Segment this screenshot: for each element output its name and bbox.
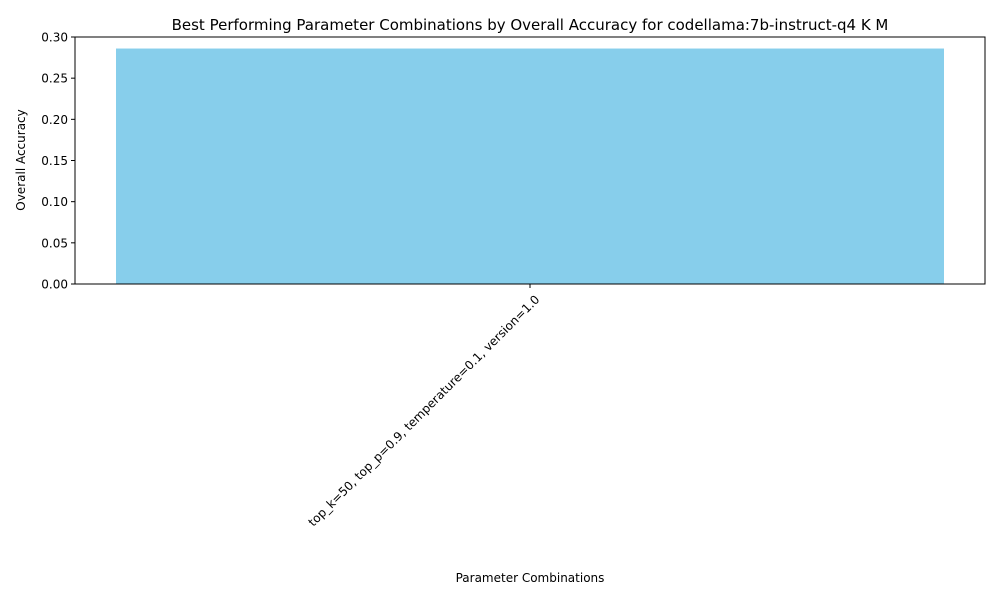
y-tick-label: 0.20 (41, 113, 68, 127)
y-tick-label: 0.25 (41, 72, 68, 86)
y-tick-label: 0.00 (41, 278, 68, 292)
chart-title: Best Performing Parameter Combinations b… (172, 16, 889, 34)
x-axis-label: Parameter Combinations (456, 571, 605, 585)
bars-layer (116, 48, 944, 284)
y-tick-label: 0.10 (41, 195, 68, 209)
y-tick-label: 0.05 (41, 236, 68, 250)
y-axis-label: Overall Accuracy (14, 109, 28, 210)
y-tick-label: 0.15 (41, 154, 68, 168)
y-tick-label: 0.30 (41, 31, 68, 45)
bar (116, 48, 944, 284)
y-axis: 0.00 0.05 0.10 0.15 0.20 0.25 0.30 (41, 31, 75, 292)
plot-area-frame (74, 36, 986, 285)
